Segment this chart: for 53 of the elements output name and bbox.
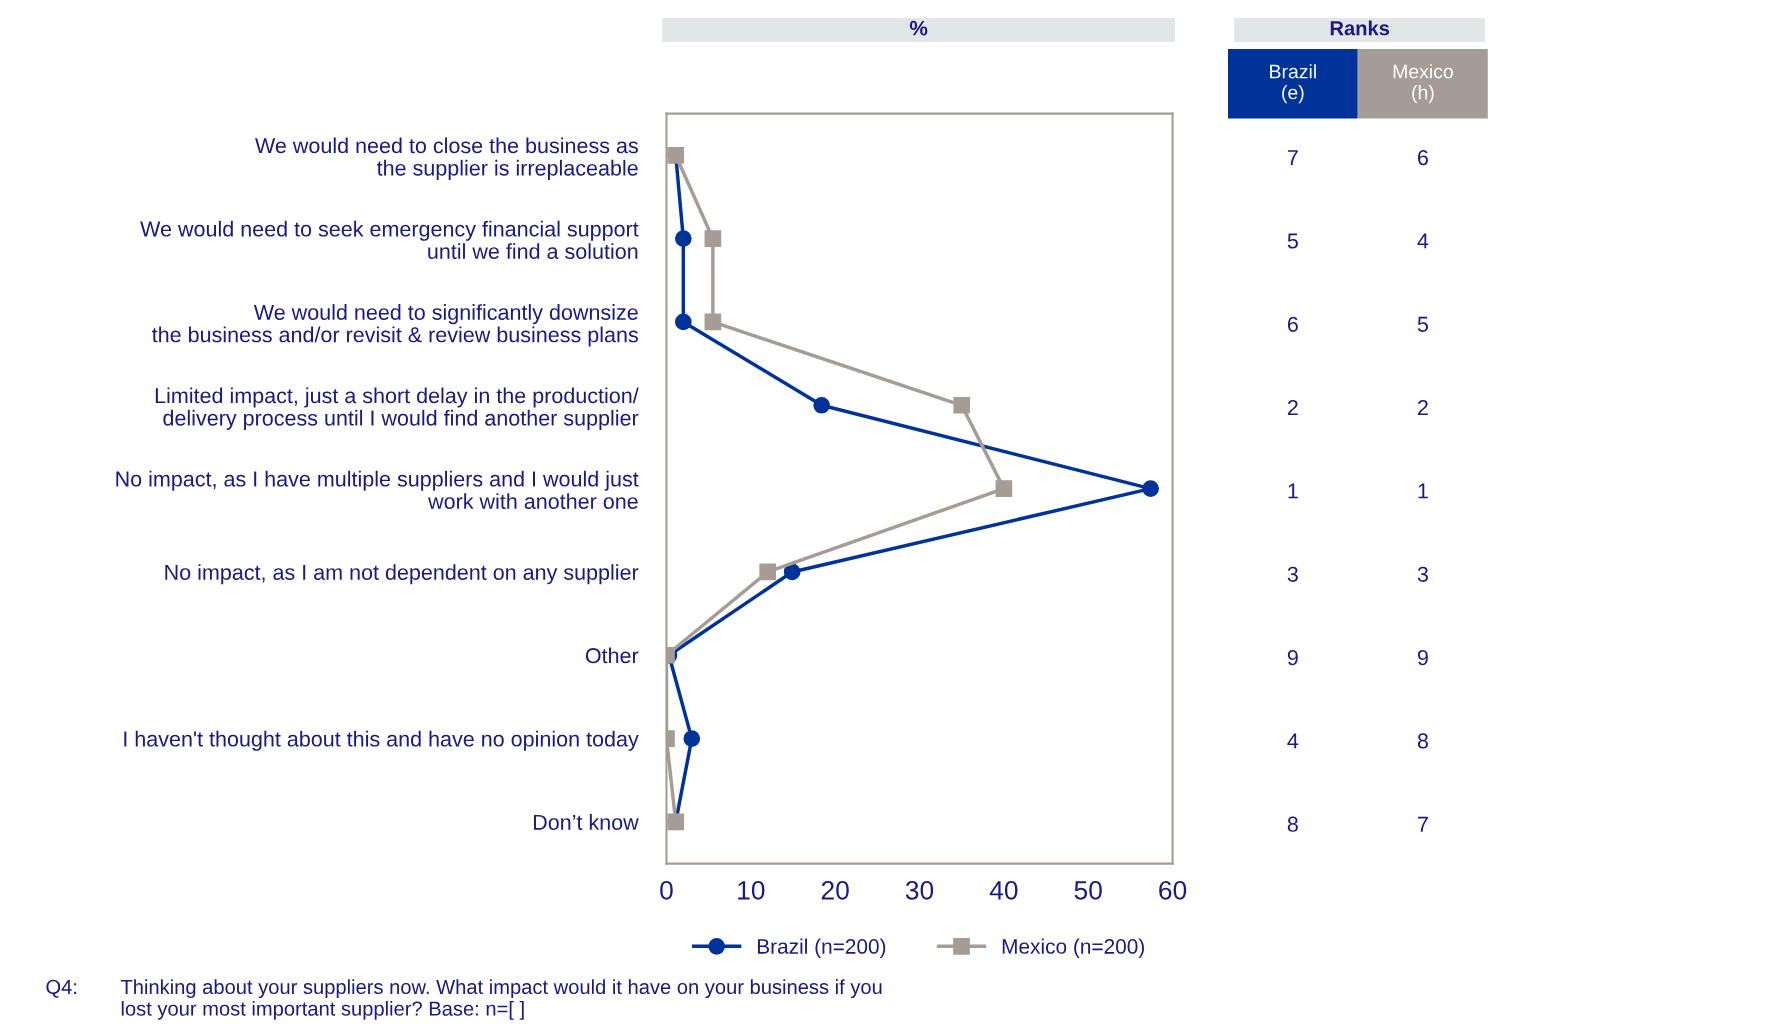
y-tick-label: Other (585, 647, 639, 664)
text: 2 (1418, 399, 1428, 416)
chart-title: % (909, 20, 928, 36)
text: Thinking about your suppliers now. What impact would it have on your business if you lost your most important supplier? Base: n=[ ] (120, 979, 882, 1020)
point (995, 480, 1013, 497)
point (704, 230, 722, 247)
text: Brazil (e) (1270, 64, 1316, 104)
text: Mexico (h) (1393, 64, 1453, 104)
x-tick-label: 20 (821, 880, 849, 900)
text: 1 (1418, 483, 1428, 499)
text: 1 (1288, 483, 1298, 499)
text: 5 (1417, 316, 1429, 332)
y-tick-label: Limited impact, just a short delay in the production/ delivery process until I would find another supplier (155, 387, 639, 430)
point (953, 396, 971, 414)
y-tick-label: We would need to close the business as the supplier is irreplaceable (255, 137, 638, 180)
point (759, 563, 777, 581)
text: 4 (1417, 233, 1429, 249)
text: 6 (1287, 316, 1298, 332)
point (813, 396, 831, 414)
y-tick-label: We would need to seek emergency financial support until we find a solution (140, 220, 639, 260)
y-tick-label: No impact, as I have multiple suppliers and I would just work with another one (116, 470, 639, 509)
text: Ranks (1330, 20, 1390, 36)
x-tick-label: 60 (1159, 880, 1187, 900)
x-tick-label: 0 (660, 880, 673, 900)
legend-label: Brazil (n=200) (757, 938, 886, 958)
text: 7 (1287, 150, 1298, 166)
point (783, 563, 801, 581)
text: 5 (1287, 233, 1298, 249)
x-tick-label: 30 (905, 880, 934, 900)
point (675, 313, 692, 331)
point (683, 730, 701, 747)
y-tick-label: Don’t know (533, 814, 639, 830)
text: 8 (1287, 816, 1298, 832)
text: 3 (1287, 566, 1298, 582)
text: 7 (1418, 816, 1428, 832)
y-tick-label: No impact, as I am not dependent on any supplier (165, 564, 639, 585)
text: 9 (1287, 649, 1298, 666)
legend-label: Mexico (n=200) (1002, 938, 1144, 958)
x-tick-label: 50 (1074, 880, 1102, 900)
point (1142, 480, 1159, 497)
y-tick-label: I haven't thought about this and have no opinion today (124, 730, 639, 751)
text: 8 (1417, 733, 1428, 749)
text: 2 (1287, 399, 1298, 416)
point (704, 313, 722, 331)
y-tick-label: We would need to significantly downsize the business and/or revisit & review business plans (152, 304, 638, 347)
text: Q4: (46, 979, 77, 998)
x-tick-label: 10 (738, 880, 765, 900)
x-tick-label: 40 (989, 880, 1018, 900)
text: 6 (1418, 150, 1428, 166)
text: 3 (1417, 566, 1428, 582)
text: 4 (1287, 733, 1299, 749)
point (675, 230, 692, 247)
text: 9 (1417, 649, 1428, 666)
